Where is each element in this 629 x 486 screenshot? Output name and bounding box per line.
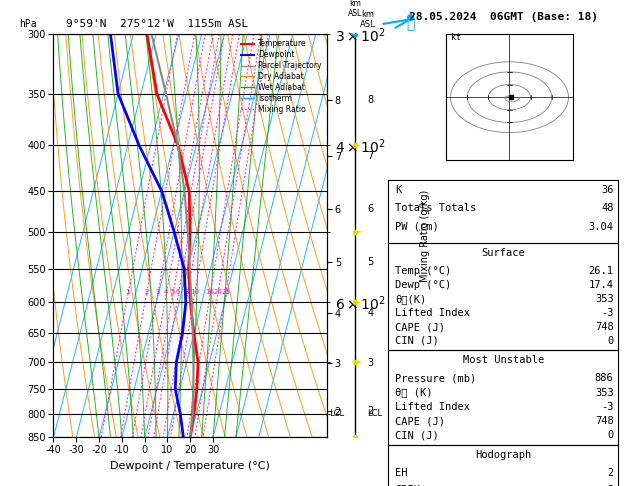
Text: Temp (°C): Temp (°C) bbox=[395, 266, 452, 277]
Text: kt: kt bbox=[450, 34, 460, 42]
Text: 36: 36 bbox=[601, 185, 614, 195]
Text: LCL: LCL bbox=[330, 409, 345, 418]
Text: Totals Totals: Totals Totals bbox=[395, 203, 477, 213]
Text: SREH: SREH bbox=[395, 485, 420, 486]
Text: 1: 1 bbox=[126, 289, 130, 295]
Text: 886: 886 bbox=[595, 373, 614, 383]
Text: PW (cm): PW (cm) bbox=[395, 222, 439, 232]
Text: 2: 2 bbox=[144, 289, 148, 295]
Text: 7: 7 bbox=[367, 151, 374, 161]
Text: 353: 353 bbox=[595, 387, 614, 398]
Text: 5: 5 bbox=[367, 257, 374, 267]
Text: Most Unstable: Most Unstable bbox=[462, 355, 544, 365]
Legend: Temperature, Dewpoint, Parcel Trajectory, Dry Adiabat, Wet Adiabat, Isotherm, Mi: Temperature, Dewpoint, Parcel Trajectory… bbox=[239, 38, 323, 115]
Text: ⪪: ⪪ bbox=[406, 17, 414, 31]
Text: km
ASL: km ASL bbox=[348, 0, 362, 18]
Text: 3: 3 bbox=[608, 485, 614, 486]
Text: 26.1: 26.1 bbox=[589, 266, 614, 277]
Text: Mixing Ratio (g/kg): Mixing Ratio (g/kg) bbox=[420, 190, 430, 282]
Text: 3: 3 bbox=[367, 358, 374, 368]
Text: CIN (J): CIN (J) bbox=[395, 336, 439, 346]
Text: Lifted Index: Lifted Index bbox=[395, 402, 470, 412]
Text: 2: 2 bbox=[367, 406, 374, 417]
Text: 17.4: 17.4 bbox=[589, 280, 614, 290]
Text: 748: 748 bbox=[595, 416, 614, 426]
X-axis label: Dewpoint / Temperature (°C): Dewpoint / Temperature (°C) bbox=[110, 461, 270, 470]
Text: 5: 5 bbox=[170, 289, 175, 295]
Text: θᴄ (K): θᴄ (K) bbox=[395, 387, 433, 398]
Text: Lifted Index: Lifted Index bbox=[395, 308, 470, 318]
Text: CAPE (J): CAPE (J) bbox=[395, 322, 445, 332]
Text: 3: 3 bbox=[155, 289, 160, 295]
Text: 0: 0 bbox=[608, 336, 614, 346]
Text: LCL: LCL bbox=[367, 409, 382, 418]
Text: 0: 0 bbox=[608, 431, 614, 440]
Text: km
ASL: km ASL bbox=[360, 10, 376, 29]
Text: 9°59'N  275°12'W  1155m ASL: 9°59'N 275°12'W 1155m ASL bbox=[66, 19, 248, 29]
Text: 16: 16 bbox=[206, 289, 214, 295]
Text: hPa: hPa bbox=[19, 19, 37, 29]
Text: K: K bbox=[395, 185, 401, 195]
Text: 28.05.2024  06GMT (Base: 18): 28.05.2024 06GMT (Base: 18) bbox=[409, 12, 598, 22]
Text: 8: 8 bbox=[367, 95, 374, 105]
Text: 10: 10 bbox=[190, 289, 199, 295]
Text: 748: 748 bbox=[595, 322, 614, 332]
Text: 8: 8 bbox=[185, 289, 189, 295]
Text: θᴄ(K): θᴄ(K) bbox=[395, 294, 426, 304]
Text: 3.04: 3.04 bbox=[589, 222, 614, 232]
Text: -3: -3 bbox=[601, 402, 614, 412]
Text: 4: 4 bbox=[367, 308, 374, 318]
Text: Dewp (°C): Dewp (°C) bbox=[395, 280, 452, 290]
Text: 6: 6 bbox=[176, 289, 181, 295]
Text: CAPE (J): CAPE (J) bbox=[395, 416, 445, 426]
Text: Surface: Surface bbox=[481, 248, 525, 258]
Text: 6: 6 bbox=[367, 205, 374, 214]
Text: 25: 25 bbox=[221, 289, 230, 295]
Text: Hodograph: Hodograph bbox=[475, 450, 532, 460]
Text: EH: EH bbox=[395, 468, 408, 478]
Text: 48: 48 bbox=[601, 203, 614, 213]
Text: 353: 353 bbox=[595, 294, 614, 304]
Text: 4: 4 bbox=[164, 289, 168, 295]
Text: -3: -3 bbox=[601, 308, 614, 318]
Text: Pressure (mb): Pressure (mb) bbox=[395, 373, 477, 383]
Text: 2: 2 bbox=[608, 468, 614, 478]
Text: 20: 20 bbox=[213, 289, 222, 295]
Text: CIN (J): CIN (J) bbox=[395, 431, 439, 440]
